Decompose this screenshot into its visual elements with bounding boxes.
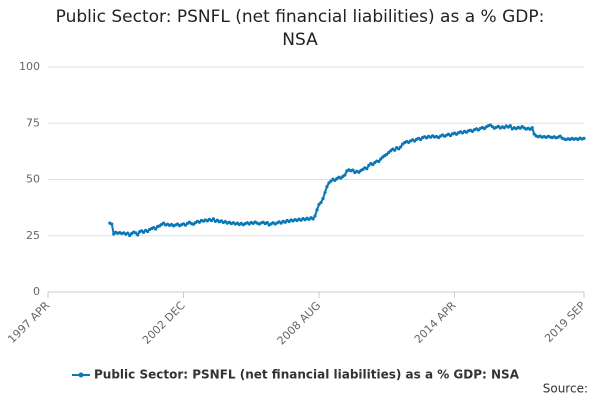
data-point <box>136 233 140 237</box>
x-tick-label: 1997 APR <box>5 299 52 346</box>
data-point <box>128 233 132 238</box>
data-point <box>343 173 347 177</box>
y-tick-label: 0 <box>33 285 40 298</box>
data-point <box>142 230 146 234</box>
data-point <box>311 217 315 221</box>
data-point <box>582 136 586 140</box>
data-point <box>399 145 403 149</box>
data-point <box>317 202 321 207</box>
data-point <box>315 208 319 212</box>
data-point <box>265 220 269 225</box>
data-point <box>323 190 327 195</box>
y-tick-label: 25 <box>26 229 40 242</box>
x-tick-label: 2008 AUG <box>275 299 324 348</box>
data-point <box>393 148 397 152</box>
data-point <box>319 200 323 205</box>
data-point <box>365 167 369 171</box>
data-point <box>379 157 383 161</box>
chart-title: Public Sector: PSNFL (net financial liab… <box>55 7 545 50</box>
y-tick-label: 50 <box>26 173 40 186</box>
data-point <box>508 124 512 128</box>
data-point <box>530 126 534 130</box>
data-point <box>146 229 150 234</box>
y-tick-label: 75 <box>26 116 40 129</box>
legend-marker <box>78 372 84 378</box>
data-point <box>558 134 562 138</box>
data-point <box>371 163 375 167</box>
data-point <box>321 197 325 201</box>
data-point <box>313 214 317 218</box>
data-point <box>377 159 381 164</box>
data-point <box>351 168 355 172</box>
data-point <box>325 185 329 189</box>
x-tick-label: 2019 SEP <box>542 299 588 345</box>
data-point <box>397 147 401 151</box>
data-point <box>110 222 114 226</box>
x-tick-label: 2014 APR <box>412 299 459 346</box>
source-label: Source: <box>543 382 588 396</box>
data-point <box>211 217 215 221</box>
series-line <box>109 123 585 238</box>
legend-label: Public Sector: PSNFL (net financial liab… <box>94 368 520 382</box>
x-tick-label: 2002 DEC <box>140 299 188 347</box>
data-point <box>153 227 158 231</box>
data-point <box>126 231 130 235</box>
data-point <box>134 231 138 235</box>
y-tick-label: 100 <box>19 60 40 73</box>
